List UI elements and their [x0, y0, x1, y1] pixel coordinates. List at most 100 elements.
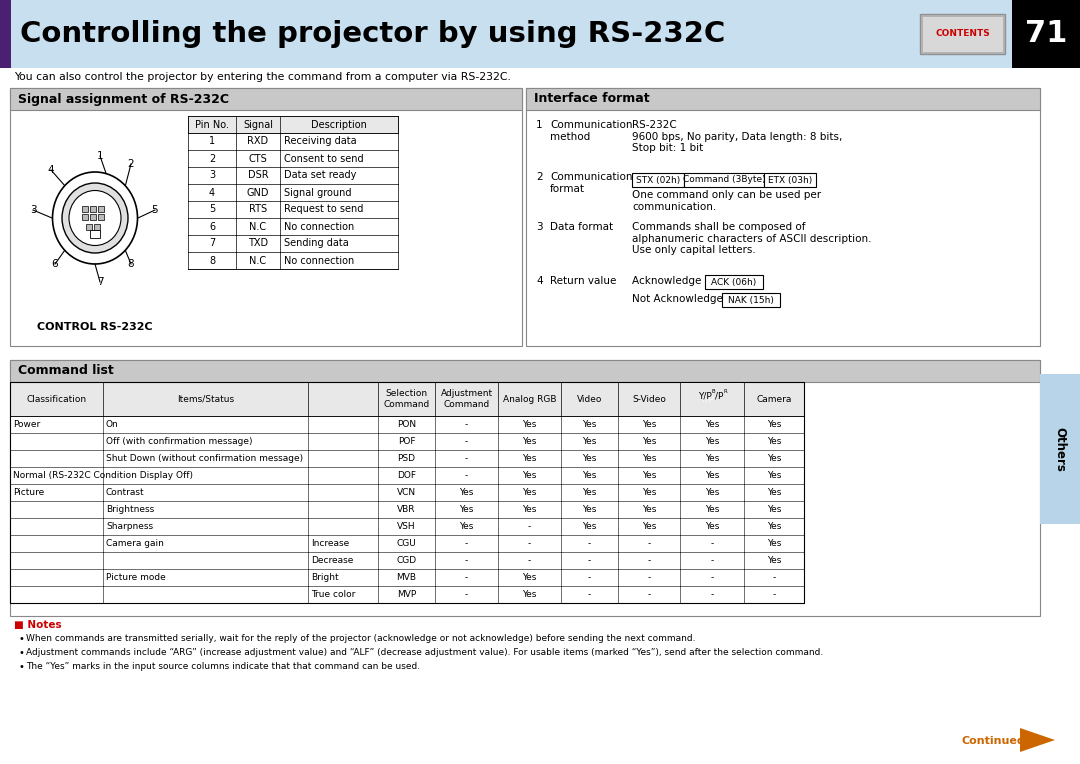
- Text: RTS: RTS: [248, 205, 267, 215]
- Text: Camera: Camera: [756, 394, 792, 403]
- Text: Yes: Yes: [767, 420, 781, 429]
- Text: Yes: Yes: [523, 454, 537, 463]
- Text: Description: Description: [311, 119, 367, 130]
- Text: Yes: Yes: [642, 454, 657, 463]
- Text: -: -: [464, 420, 468, 429]
- Text: 6: 6: [52, 259, 58, 269]
- Text: ETX (03h): ETX (03h): [768, 176, 812, 184]
- Bar: [90, 230, 100, 238]
- Text: -: -: [711, 590, 714, 599]
- Text: CGU: CGU: [396, 539, 417, 548]
- Text: On: On: [106, 420, 119, 429]
- Bar: [922, 16, 1003, 52]
- Bar: [1040, 374, 1080, 524]
- Text: 4: 4: [48, 165, 54, 175]
- Text: N.C: N.C: [249, 222, 267, 231]
- Text: 71: 71: [1025, 20, 1067, 48]
- Bar: [10, 382, 804, 416]
- Text: Continued: Continued: [962, 736, 1026, 746]
- Bar: [188, 184, 399, 201]
- Text: Consent to send: Consent to send: [284, 154, 364, 163]
- Text: Yes: Yes: [523, 590, 537, 599]
- Text: Selection
Command: Selection Command: [383, 390, 430, 409]
- Bar: [82, 206, 87, 212]
- Text: 4: 4: [208, 187, 215, 198]
- Text: Adjustment
Command: Adjustment Command: [441, 390, 492, 409]
- Text: -: -: [464, 590, 468, 599]
- Text: Command list: Command list: [18, 364, 113, 377]
- Text: Signal assignment of RS-232C: Signal assignment of RS-232C: [18, 92, 229, 105]
- Bar: [10, 552, 804, 569]
- Text: -: -: [711, 539, 714, 548]
- Text: Signal ground: Signal ground: [284, 187, 351, 198]
- Bar: [705, 275, 762, 289]
- Text: Request to send: Request to send: [284, 205, 363, 215]
- Text: 8: 8: [127, 259, 134, 269]
- Bar: [188, 133, 399, 150]
- Text: Yes: Yes: [642, 437, 657, 446]
- Text: 4: 4: [536, 276, 542, 286]
- Text: 3: 3: [29, 205, 37, 215]
- Text: Yes: Yes: [582, 454, 596, 463]
- Text: Yes: Yes: [523, 471, 537, 480]
- Text: -: -: [588, 556, 591, 565]
- Bar: [10, 360, 1040, 616]
- Text: -: -: [647, 573, 650, 582]
- Text: DOF: DOF: [397, 471, 416, 480]
- Text: •: •: [18, 662, 24, 672]
- Text: ■ Notes: ■ Notes: [14, 620, 62, 630]
- Text: Acknowledge: Acknowledge: [632, 276, 704, 286]
- Text: -: -: [772, 573, 775, 582]
- Text: Yes: Yes: [705, 522, 719, 531]
- Bar: [684, 173, 764, 187]
- Bar: [10, 586, 804, 603]
- Text: TXD: TXD: [248, 238, 268, 248]
- Bar: [0, 0, 1012, 68]
- Text: Picture mode: Picture mode: [106, 573, 165, 582]
- Text: Command (3Byte): Command (3Byte): [683, 176, 766, 184]
- Text: 7: 7: [97, 277, 104, 287]
- Text: STX (02h): STX (02h): [636, 176, 680, 184]
- Text: -: -: [647, 539, 650, 548]
- Text: Items/Status: Items/Status: [177, 394, 234, 403]
- Text: R: R: [724, 389, 728, 394]
- Text: VBR: VBR: [397, 505, 416, 514]
- Text: GND: GND: [246, 187, 269, 198]
- Text: Yes: Yes: [705, 488, 719, 497]
- Text: Not Acknowledge: Not Acknowledge: [632, 294, 726, 304]
- Text: Yes: Yes: [705, 454, 719, 463]
- Text: -: -: [711, 556, 714, 565]
- Text: 2: 2: [127, 159, 134, 169]
- Text: -: -: [528, 556, 531, 565]
- Bar: [10, 467, 804, 484]
- Text: Picture: Picture: [13, 488, 44, 497]
- Text: Yes: Yes: [582, 437, 596, 446]
- Text: Yes: Yes: [767, 522, 781, 531]
- Text: Yes: Yes: [523, 573, 537, 582]
- Text: MVP: MVP: [396, 590, 416, 599]
- Text: Communication
method: Communication method: [550, 120, 633, 141]
- Bar: [10, 360, 1040, 382]
- Text: B: B: [712, 394, 716, 399]
- Text: PON: PON: [397, 420, 416, 429]
- Text: Yes: Yes: [642, 488, 657, 497]
- Text: Sending data: Sending data: [284, 238, 349, 248]
- Ellipse shape: [62, 183, 129, 253]
- Bar: [188, 167, 399, 184]
- Text: You can also control the projector by entering the command from a computer via R: You can also control the projector by en…: [14, 72, 511, 82]
- Bar: [723, 293, 780, 307]
- Text: Yes: Yes: [582, 471, 596, 480]
- Text: -: -: [711, 573, 714, 582]
- Text: Video: Video: [577, 394, 603, 403]
- Text: Yes: Yes: [767, 488, 781, 497]
- Text: Yes: Yes: [767, 505, 781, 514]
- Bar: [188, 150, 399, 167]
- Text: Yes: Yes: [767, 556, 781, 565]
- Bar: [10, 382, 804, 603]
- Text: Adjustment commands include “ARG” (increase adjustment value) and “ALF” (decreas: Adjustment commands include “ARG” (incre…: [26, 648, 823, 657]
- Text: True color: True color: [311, 590, 355, 599]
- Text: Receiving data: Receiving data: [284, 137, 356, 147]
- Text: -: -: [464, 437, 468, 446]
- Text: Yes: Yes: [523, 505, 537, 514]
- Bar: [98, 213, 104, 219]
